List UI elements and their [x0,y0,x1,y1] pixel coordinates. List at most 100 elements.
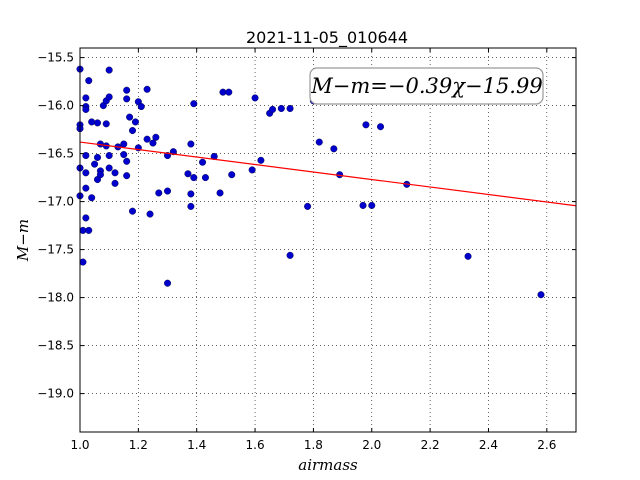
data-point [123,95,131,103]
data-point [377,123,385,131]
data-point [120,140,128,148]
data-point [304,202,312,210]
fit-equation-box: M−m=−0.39χ−15.99 [309,67,544,105]
y-tick-label: −18.5 [37,339,74,353]
data-point [82,214,90,222]
y-axis-label: M−m [14,219,32,262]
data-point [187,202,195,210]
fit-equation: M−m=−0.39χ−15.99 [310,74,542,98]
data-point [94,153,102,161]
x-tick-label: 1.4 [187,438,206,452]
data-point [79,258,87,266]
data-point [91,160,99,168]
data-point [82,169,90,177]
data-point [201,174,209,182]
data-point [219,88,227,96]
data-point [199,158,207,166]
data-point [82,184,90,192]
fit-line [79,141,577,207]
data-point [123,172,131,180]
data-point [464,252,472,260]
y-tick-label: −17.5 [37,243,74,257]
data-point [257,156,265,164]
y-tick-label: −16.0 [37,99,74,113]
fit-equation-frame [309,67,544,105]
data-point [187,190,195,198]
data-point [82,105,90,113]
y-tick-label: −19.0 [37,387,74,401]
data-point [286,251,294,259]
data-point [164,279,172,287]
data-point [120,151,128,159]
data-point [359,201,367,209]
data-point [184,170,192,178]
y-tick-label: −18.0 [37,291,74,305]
x-tick-labels: 1.0 1.2 1.4 1.6 1.8 2.0 2.2 2.4 2.6 [70,438,556,452]
y-tick-label: −17.0 [37,195,74,209]
chart-title: 2021-11-05_010644 [246,28,408,48]
x-tick-label: 1.0 [70,438,89,452]
data-point [368,201,376,209]
data-point [155,189,163,197]
data-point [88,194,96,202]
data-point [105,93,113,101]
data-point [315,138,323,146]
data-point [164,187,172,195]
y-tick-label: −15.5 [37,51,74,65]
data-point [85,77,93,85]
data-point [225,88,233,96]
x-tick-label: 1.8 [304,438,323,452]
data-point [228,171,236,179]
data-point [94,119,102,127]
data-point [123,86,131,94]
x-tick-label: 1.2 [129,438,148,452]
y-tick-label: −16.5 [37,147,74,161]
data-point [143,135,151,143]
data-point [111,179,119,187]
data-point [82,152,90,160]
data-point [126,113,134,121]
x-tick-label: 2.4 [479,438,498,452]
data-point [88,118,96,126]
data-point [82,94,90,102]
data-point [537,291,545,299]
data-point [105,164,113,172]
data-point [102,120,110,128]
data-point [137,103,145,111]
data-point [190,100,198,108]
data-point [123,157,131,165]
data-point [85,226,93,234]
data-point [277,104,285,112]
axis-ticks [79,48,576,432]
x-tick-label: 2.2 [421,438,440,452]
x-tick-label: 2.0 [362,438,381,452]
y-tick-labels: −15.5 −16.0 −16.5 −17.0 −17.5 −18.0 −18.5 −19.0 [37,51,74,401]
data-point [111,169,119,177]
data-point [152,133,160,141]
grid-lines [80,48,576,432]
data-point [105,152,113,160]
data-point [143,85,151,93]
x-tick-label: 1.6 [246,438,265,452]
data-point [269,105,277,113]
x-tick-label: 2.6 [537,438,556,452]
data-point [190,174,198,182]
data-point [129,207,137,215]
data-point [330,145,338,153]
data-point [216,189,224,197]
data-point [187,140,195,148]
data-point [286,104,294,112]
data-point [129,127,137,135]
data-point [146,210,154,218]
plot-frame [79,47,577,433]
data-point [362,121,370,129]
data-point [248,166,256,174]
data-point [131,118,139,126]
data-point [149,139,157,147]
data-point [79,226,87,234]
data-point [105,66,113,74]
data-point [96,171,104,179]
data-point [251,94,259,102]
x-axis-label: airmass [298,456,358,474]
